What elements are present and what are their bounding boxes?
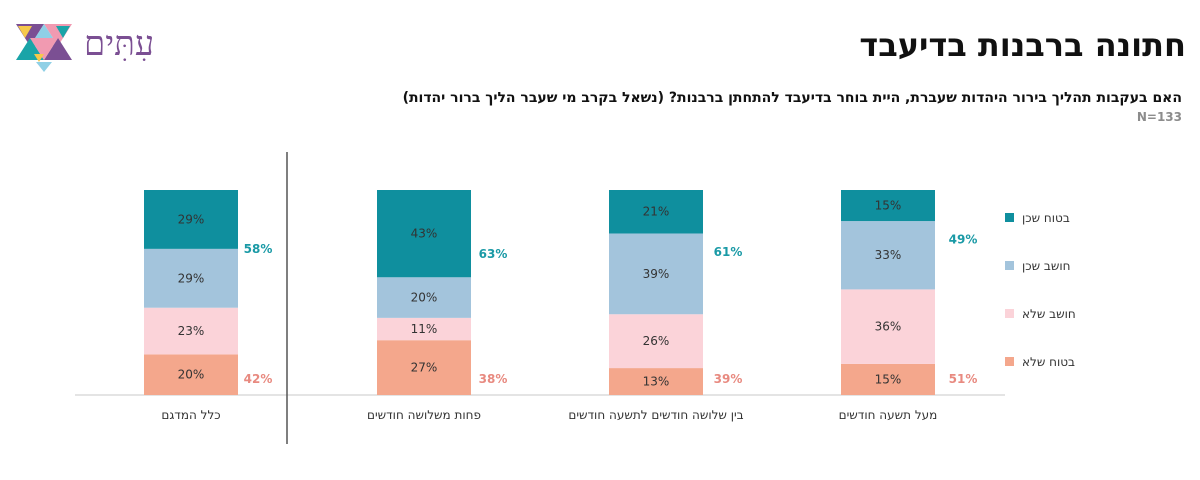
no-total-label: 42% bbox=[244, 372, 273, 386]
bar-segment-1-cat-2 bbox=[377, 340, 471, 395]
bar-segment-3-cat-2 bbox=[377, 277, 471, 318]
star-of-david-triangles-icon bbox=[16, 24, 72, 72]
data-label: 29% bbox=[178, 271, 205, 285]
data-label: 13% bbox=[643, 375, 670, 389]
bar-segment-1-cat-3 bbox=[609, 368, 703, 395]
logo: עִתִּים bbox=[14, 10, 174, 74]
yes-total-label: 49% bbox=[949, 233, 978, 247]
data-label: 29% bbox=[178, 212, 205, 226]
bar-segment-2-cat-4 bbox=[841, 289, 935, 364]
bar-segment-2-cat-2 bbox=[377, 317, 471, 341]
survey-question: האם בעקבות תהליך בירור היהדות שעברת, היי… bbox=[402, 90, 1182, 106]
category-label: פחות משלושה חודשים bbox=[367, 408, 481, 422]
no-total-label: 39% bbox=[714, 372, 743, 386]
legend-swatch bbox=[1005, 261, 1014, 270]
legend-swatch bbox=[1005, 213, 1014, 222]
yes-total-label: 63% bbox=[479, 247, 508, 261]
bar-segment-1-cat-1 bbox=[144, 354, 238, 395]
bar-segment-2-cat-1 bbox=[144, 307, 238, 355]
data-label: 20% bbox=[178, 368, 205, 382]
bar-segment-3-cat-3 bbox=[609, 233, 703, 315]
data-label: 39% bbox=[643, 267, 670, 281]
data-label: 15% bbox=[875, 372, 902, 386]
yes-total-label: 61% bbox=[714, 245, 743, 259]
category-label: מעל תשעה חודשים bbox=[839, 408, 938, 422]
category-label: כלל המדגם bbox=[161, 408, 220, 422]
category-label: בין שלושה חודשים לתשעה חודשים bbox=[568, 408, 743, 422]
no-total-label: 38% bbox=[479, 372, 508, 386]
bar-segment-4-cat-2 bbox=[377, 190, 471, 278]
data-label: 20% bbox=[411, 291, 438, 305]
data-label: 43% bbox=[411, 227, 438, 241]
yes-total-label: 58% bbox=[244, 242, 273, 256]
data-label: 26% bbox=[643, 334, 670, 348]
data-label: 11% bbox=[411, 322, 438, 336]
bar-segment-1-cat-4 bbox=[841, 363, 935, 395]
legend-swatch bbox=[1005, 357, 1014, 366]
data-label: 15% bbox=[875, 199, 902, 213]
data-label: 27% bbox=[411, 361, 438, 375]
bar-segment-3-cat-4 bbox=[841, 221, 935, 290]
sample-size: N=133 bbox=[1136, 110, 1182, 124]
bar-segment-4-cat-4 bbox=[841, 190, 935, 222]
legend-item: בטוח שלא bbox=[1022, 355, 1075, 369]
data-label: 21% bbox=[643, 205, 670, 219]
bar-segment-4-cat-1 bbox=[144, 190, 238, 249]
bar-segment-3-cat-1 bbox=[144, 248, 238, 308]
bar-segment-2-cat-3 bbox=[609, 314, 703, 369]
no-total-label: 51% bbox=[949, 372, 978, 386]
page-title: חתונה ברבנות בדיעבד bbox=[859, 26, 1186, 64]
data-label: 23% bbox=[178, 324, 205, 338]
legend-item: בטוח שכן bbox=[1022, 211, 1070, 225]
data-label: 36% bbox=[875, 320, 902, 334]
legend-item: חושב שכן bbox=[1022, 259, 1070, 273]
legend-swatch bbox=[1005, 309, 1014, 318]
legend-item: חושב שלא bbox=[1022, 307, 1076, 321]
bar-segment-4-cat-3 bbox=[609, 190, 703, 234]
data-label: 33% bbox=[875, 248, 902, 262]
logo-text: עִתִּים bbox=[84, 24, 155, 64]
